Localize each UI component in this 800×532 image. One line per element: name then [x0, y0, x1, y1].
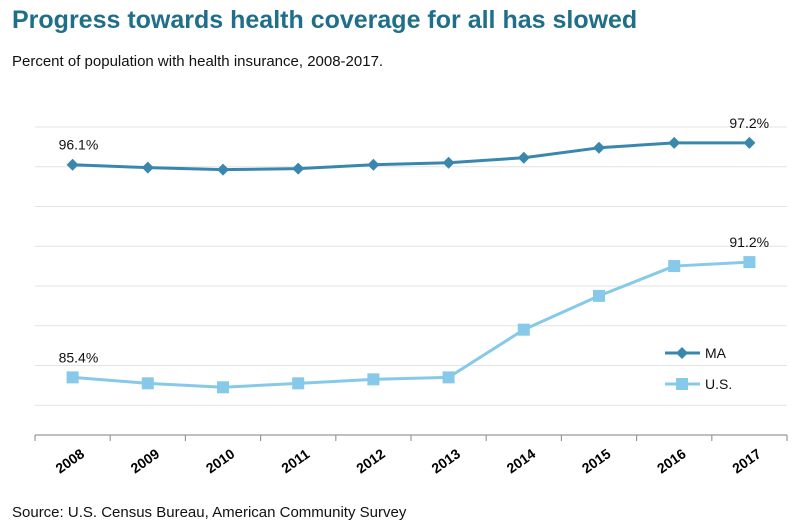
point-U.S.-2012 — [367, 373, 380, 386]
x-tick-label: 2014 — [504, 445, 539, 476]
x-tick-label: 2010 — [203, 445, 238, 476]
point-MA-2013 — [442, 156, 455, 169]
data-label-U.S.-last: 91.2% — [729, 234, 769, 250]
point-U.S.-2016 — [668, 260, 681, 273]
x-tick-label: 2009 — [128, 445, 163, 476]
point-U.S.-2017 — [743, 256, 756, 269]
legend-label-U.S.: U.S. — [705, 376, 732, 392]
point-U.S.-2008 — [66, 371, 79, 384]
point-MA-2008 — [66, 158, 79, 171]
point-MA-2017 — [743, 136, 756, 149]
data-label-MA-first: 96.1% — [59, 137, 99, 153]
data-label-MA-last: 97.2% — [729, 115, 769, 131]
point-MA-2009 — [141, 161, 154, 174]
x-tick-label: 2016 — [654, 445, 689, 476]
line-chart: 2008 2009 2010 2011 2012 2013 2014 2015 2016 2017… — [34, 115, 788, 477]
point-MA-2015 — [593, 141, 605, 154]
x-tick-label: 2013 — [428, 445, 463, 476]
x-tick-label: 2012 — [353, 445, 388, 476]
legend-marker-MA — [676, 347, 688, 359]
source-note: Source: U.S. Census Bureau, American Com… — [12, 504, 407, 521]
x-tick-label: 2017 — [729, 445, 764, 476]
x-tick-label: 2015 — [579, 445, 614, 476]
point-U.S.-2011 — [292, 377, 305, 390]
point-MA-2016 — [668, 136, 681, 149]
x-tick-label: 2011 — [278, 446, 312, 477]
point-MA-2011 — [292, 162, 305, 175]
x-tick-label: 2008 — [52, 445, 87, 476]
series-line-MA — [72, 141, 750, 172]
point-MA-2010 — [217, 163, 229, 176]
point-MA-2012 — [367, 158, 380, 171]
data-label-U.S.-first: 85.4% — [59, 349, 99, 365]
legend-marker-U.S. — [676, 378, 688, 390]
chart-subtitle: Percent of population with health insura… — [12, 53, 384, 70]
chart-title: Progress towards health coverage for all… — [12, 6, 638, 34]
point-U.S.-2010 — [217, 381, 229, 394]
point-MA-2014 — [517, 151, 530, 164]
point-U.S.-2013 — [442, 371, 455, 384]
legend-label-MA: MA — [705, 345, 727, 361]
series-line-U.S. — [72, 260, 750, 389]
point-U.S.-2014 — [517, 323, 530, 336]
point-U.S.-2015 — [593, 289, 605, 302]
point-U.S.-2009 — [141, 377, 154, 390]
